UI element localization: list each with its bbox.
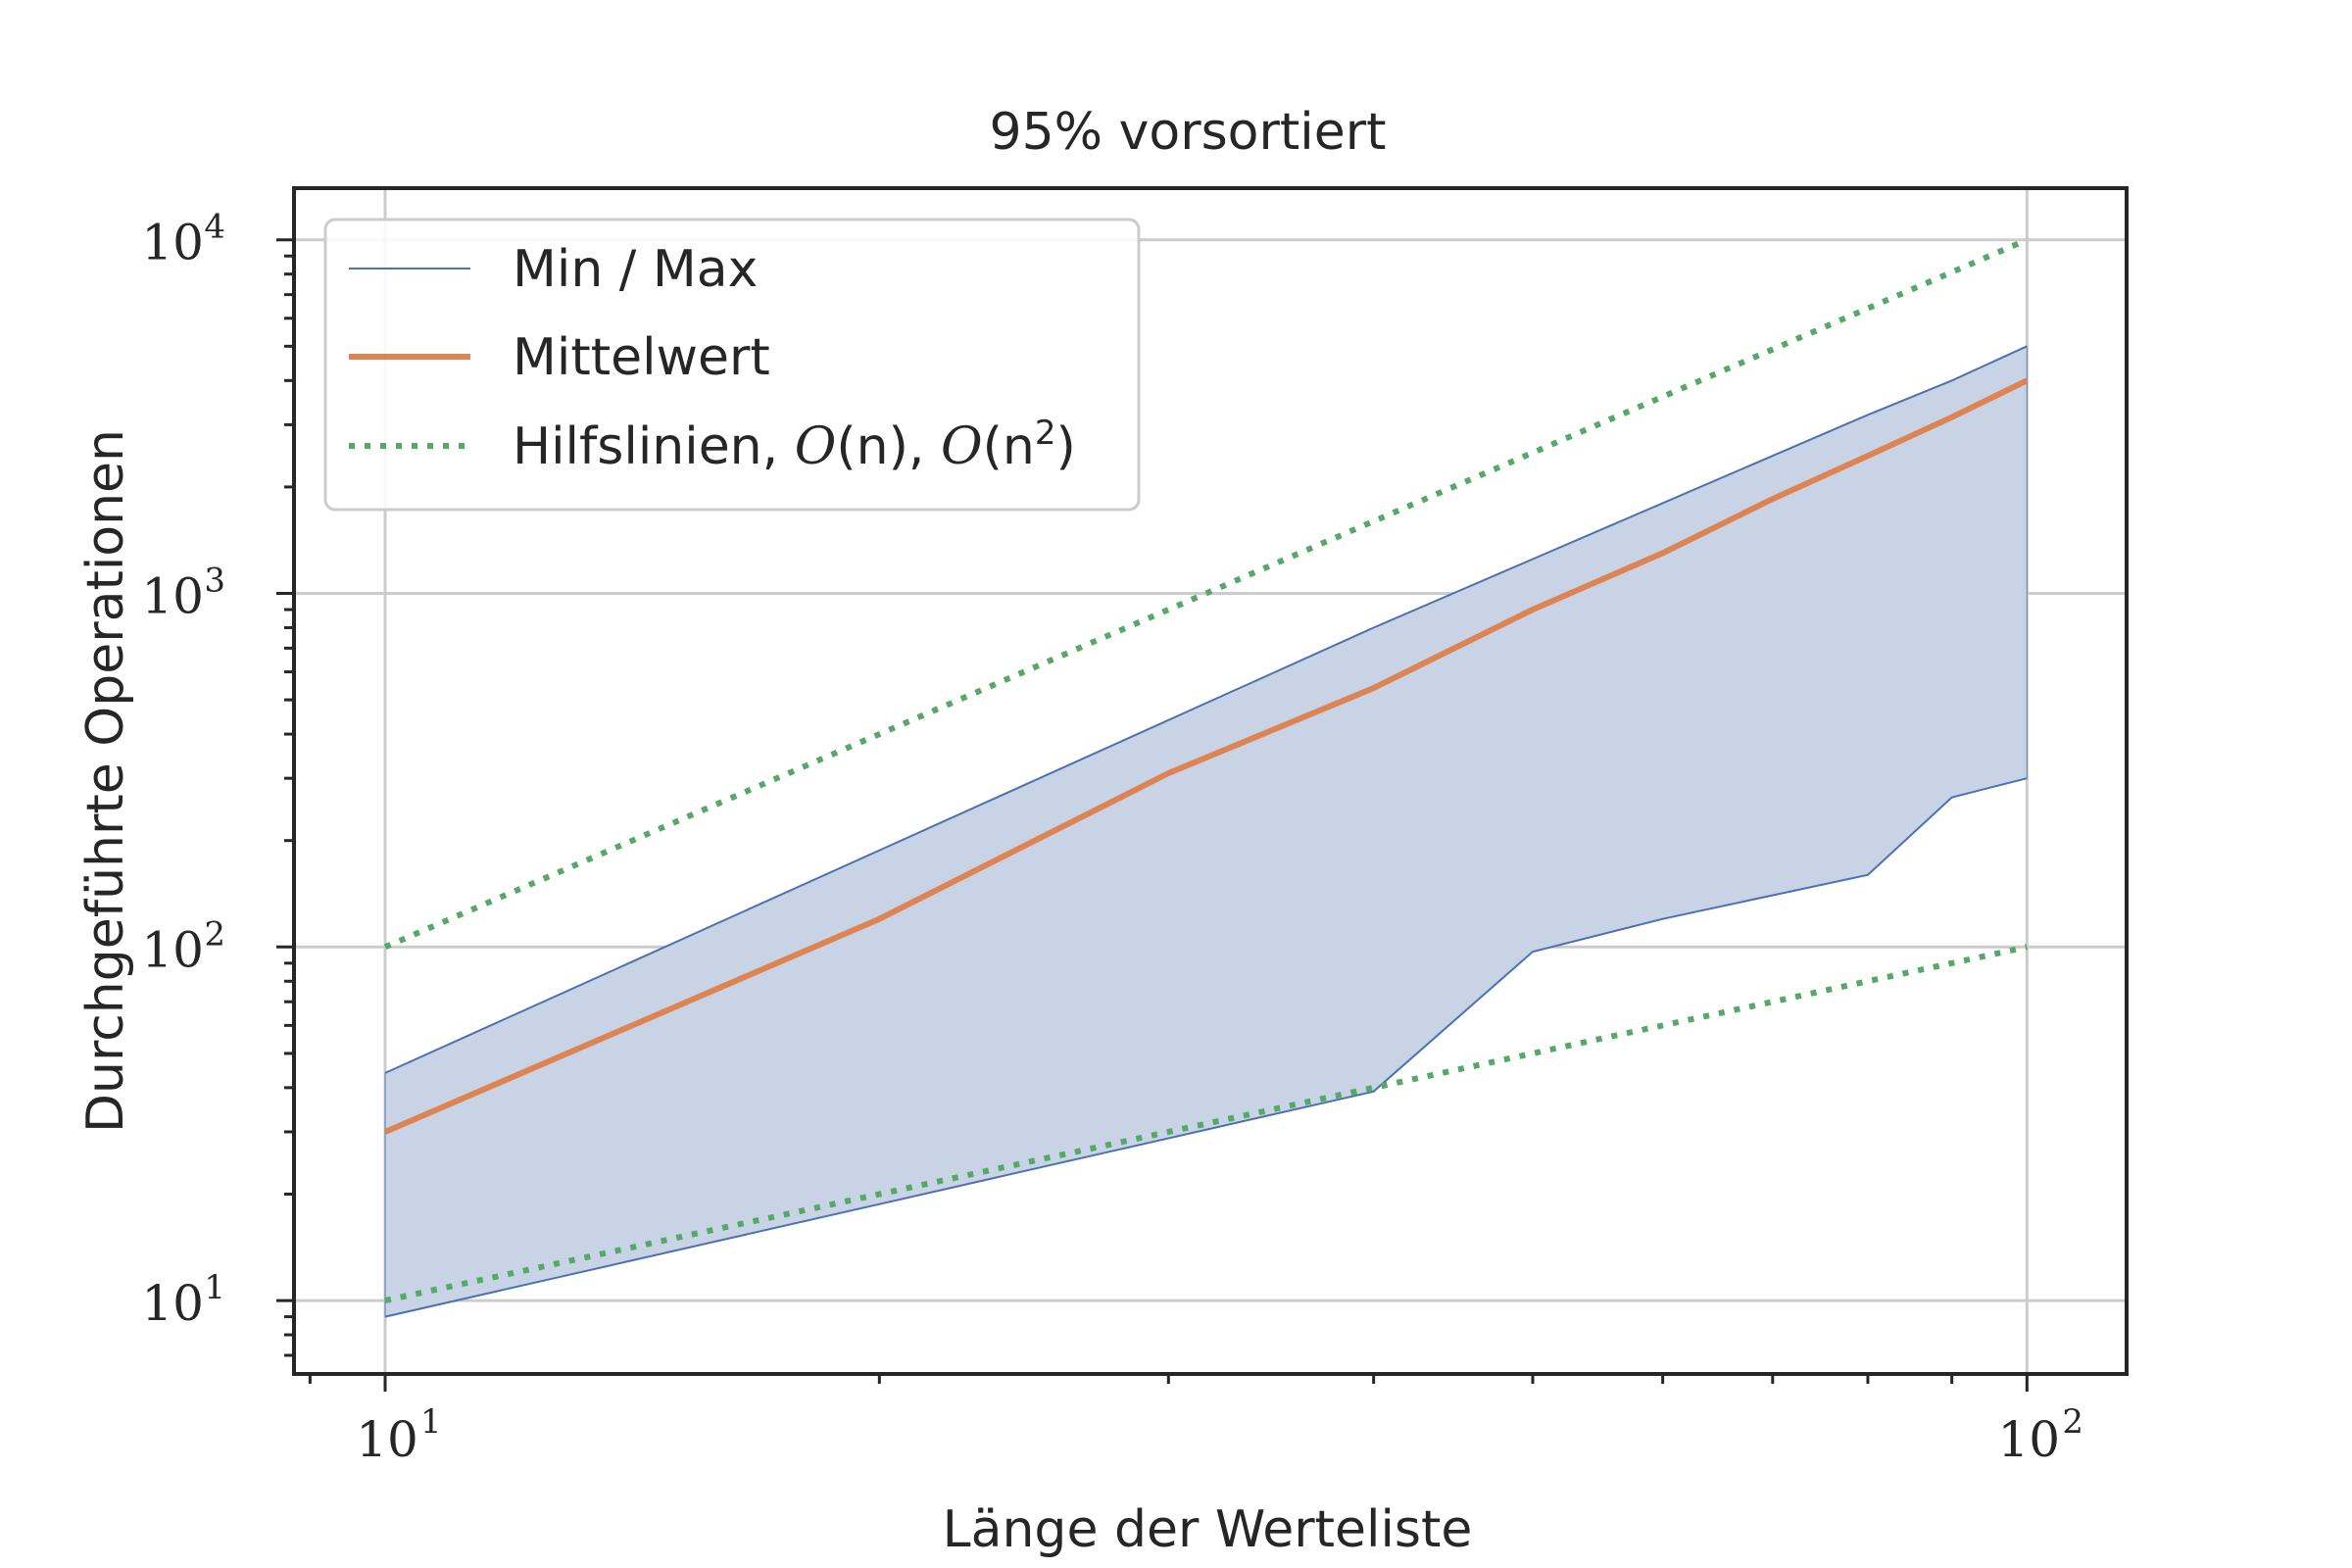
y-tick-label-3: 10 [141, 215, 204, 271]
legend-label-minmax: Min / Max [513, 240, 758, 299]
min-max-band-fill [385, 346, 2028, 1317]
y-tick-exp-0: 1 [204, 1268, 225, 1307]
guide-line-on2 [383, 236, 2029, 951]
x-tick-exp-1: 2 [2062, 1402, 2083, 1442]
x-tick-label-0: 10 [356, 1411, 418, 1468]
min-max-band-layer [384, 345, 2029, 1318]
y-tick-exp-3: 4 [204, 208, 225, 247]
y-tick-label-2: 10 [141, 568, 204, 625]
y-tick-label-1: 10 [141, 921, 204, 978]
guide-lines-layer [383, 236, 2029, 1304]
chart-title: 95% vorsortiert [990, 103, 1387, 162]
legend-label-mean: Mittelwert [513, 328, 770, 387]
x-tick-label-1: 10 [1998, 1411, 2061, 1468]
y-axis-label: Durchgeführte Operationen [76, 429, 135, 1133]
y-tick-exp-1: 2 [204, 914, 225, 954]
legend-label-guides: Hilfslinien, O(n), O(n2) [513, 414, 1076, 476]
min-line [384, 777, 2028, 1318]
legend: Min / Max Mittelwert Hilfslinien, O(n), … [323, 218, 1141, 512]
x-axis-label: Länge der Werteliste [943, 1500, 1473, 1559]
mean-line-layer [383, 377, 2029, 1135]
x-axis-ticks: 10 1 10 2 [308, 1374, 2083, 1468]
x-tick-exp-0: 1 [420, 1402, 442, 1442]
y-tick-exp-2: 3 [204, 562, 225, 601]
plot-frame [292, 186, 2129, 1376]
y-tick-label-0: 10 [141, 1275, 204, 1332]
guide-line-on [384, 944, 2028, 1304]
max-line [384, 345, 2028, 1074]
mean-line [383, 377, 2029, 1135]
legend-box [323, 218, 1141, 512]
